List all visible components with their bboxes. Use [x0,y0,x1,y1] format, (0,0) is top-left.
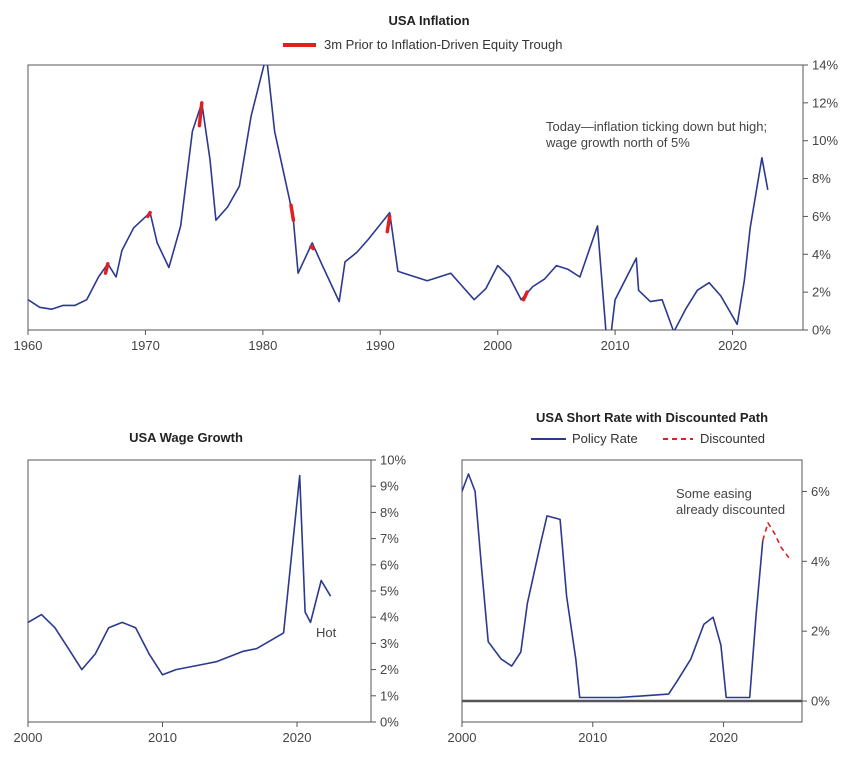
trough-segment [103,262,110,275]
series-line-cpi-inflation [28,65,769,330]
wage-chart: 2000 2010 2020 0% 1% 2% 3% 4% 5% 6% 7% 8% 9% 10% [14,453,407,746]
y-tick-label: 12% [812,95,838,110]
trough-segment [289,203,296,222]
y-tick-label: 0% [380,715,399,730]
rate-plot-frame [461,459,803,723]
legend-label-discounted: Discounted [700,431,765,446]
y-tick-label: 5% [380,584,399,599]
y-tick-label: 7% [380,531,399,546]
rate-annotation-line1: Some easing [676,486,752,501]
y-tick-label: 10% [380,453,406,468]
wage-plot-frame [27,459,372,723]
x-tick-label: 2000 [483,338,512,353]
rate-chart-title: USA Short Rate with Discounted Path [536,410,768,425]
series-line-discounted [762,522,790,559]
x-tick-label: 2010 [601,338,630,353]
trough-segment [197,101,204,128]
wage-annotation: Hot [316,625,337,640]
trough-segment [146,210,152,219]
y-tick-label: 6% [811,484,830,499]
x-tick-label: 1960 [14,338,43,353]
y-tick-label: 6% [380,557,399,572]
inflation-annotation-line2: wage growth north of 5% [545,135,690,150]
inflation-chart-title: USA Inflation [388,13,469,28]
y-tick-label: 4% [380,610,399,625]
legend-label-policy: Policy Rate [572,431,638,446]
x-tick-label: 2000 [14,730,43,745]
x-tick-label: 1980 [248,338,277,353]
x-tick-label: 2010 [148,730,177,745]
y-tick-label: 4% [811,554,830,569]
y-tick-label: 1% [380,688,399,703]
x-tick-label: 1990 [366,338,395,353]
y-tick-label: 8% [380,505,399,520]
y-tick-label: 2% [812,285,831,300]
y-tick-label: 14% [812,58,838,73]
trough-segment [385,214,392,234]
inflation-annotation-line1: Today—inflation ticking down but high; [546,119,767,134]
x-tick-label: 2010 [578,730,607,745]
y-tick-label: 0% [812,323,831,338]
series-line-policy-rate [462,473,764,699]
x-tick-label: 2020 [718,338,747,353]
trough-segment [521,290,529,302]
y-tick-label: 0% [811,694,830,709]
y-tick-label: 9% [380,479,399,494]
trough-segment [309,244,316,251]
x-tick-label: 2000 [448,730,477,745]
y-tick-label: 2% [380,662,399,677]
y-tick-label: 8% [812,171,831,186]
y-tick-label: 3% [380,636,399,651]
x-tick-label: 2020 [709,730,738,745]
y-tick-label: 4% [812,247,831,262]
series-line-wage-growth [28,474,332,676]
rate-chart: 2000 2010 2020 0% 2% 4% 6% [448,473,830,745]
x-tick-label: 2020 [283,730,312,745]
y-tick-label: 6% [812,209,831,224]
wage-chart-title: USA Wage Growth [129,430,243,445]
y-tick-label: 2% [811,624,830,639]
x-tick-label: 1970 [131,338,160,353]
inflation-chart: 1960 1970 1980 1990 2000 2010 2020 0% 2% 4% 6% 8% 10… [14,58,839,354]
inflation-plot-frame [27,64,804,331]
y-tick-label: 10% [812,133,838,148]
legend-label-trough: 3m Prior to Inflation-Driven Equity Trou… [324,37,562,52]
rate-annotation-line2: already discounted [676,502,785,517]
